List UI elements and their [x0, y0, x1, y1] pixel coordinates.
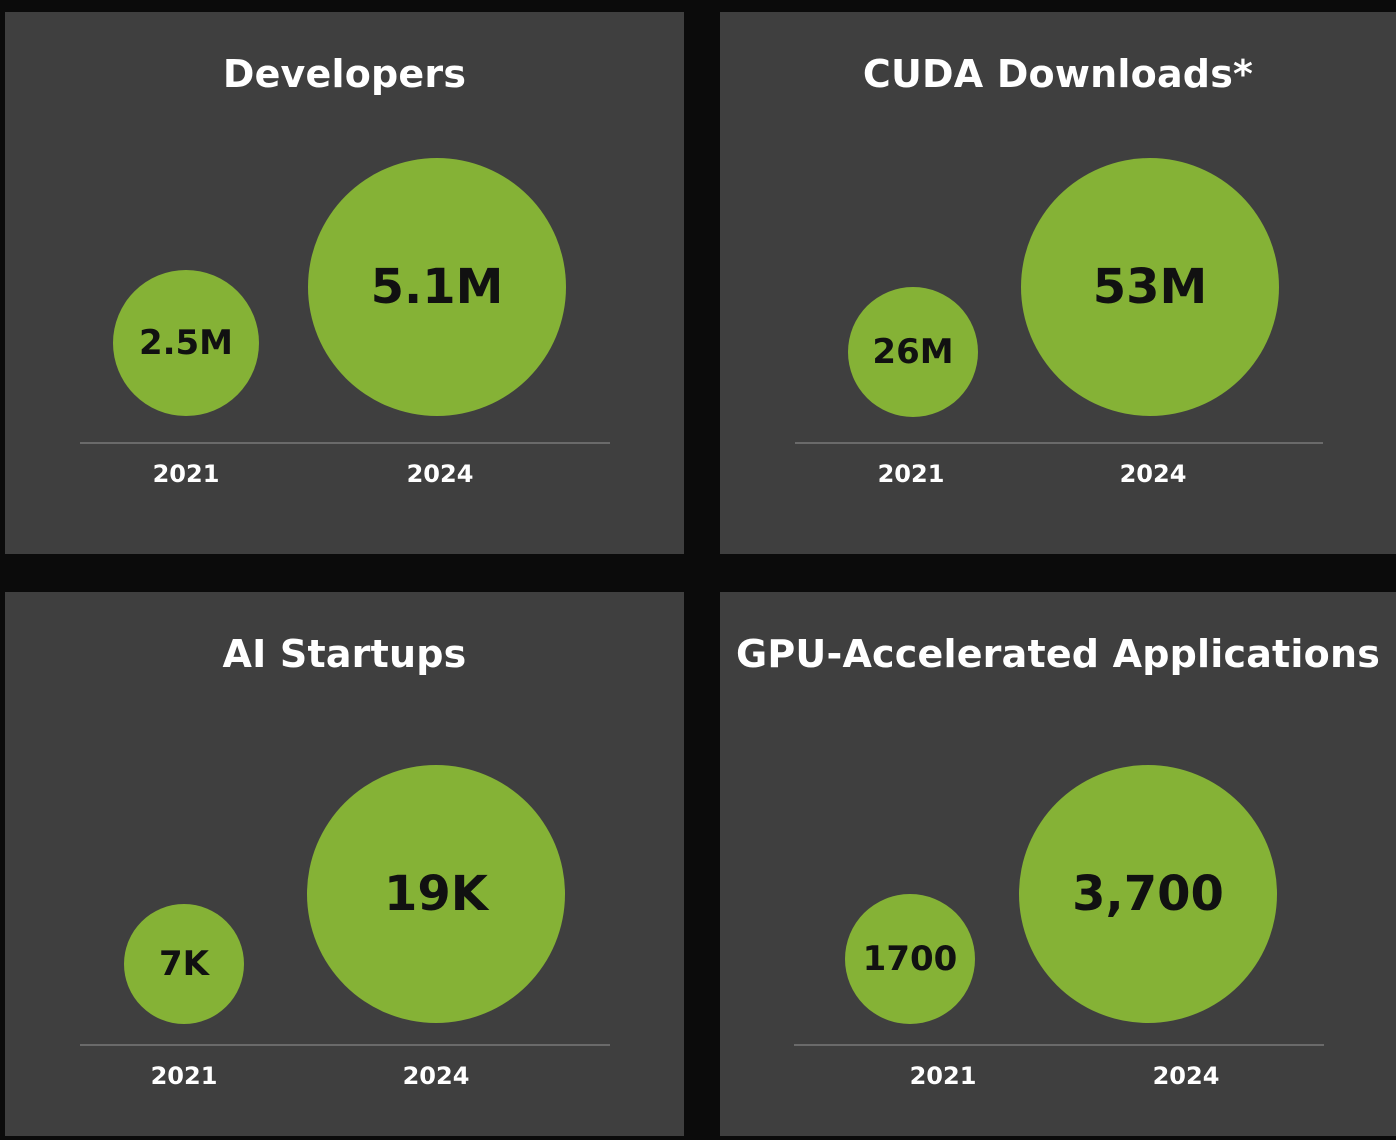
year-label-2021: 2021 [877, 460, 945, 488]
year-label-2021: 2021 [152, 460, 220, 488]
year-label-2021: 2021 [150, 1062, 218, 1090]
panel-title: AI Startups [222, 632, 467, 676]
data-label-2024: 19K [384, 866, 488, 922]
panel-title: CUDA Downloads* [862, 52, 1254, 96]
ai-startups-panel: AI Startups 7K 19K 2021 2024 [5, 592, 684, 1136]
year-label-2024: 2024 [402, 1062, 470, 1090]
year-label-2021: 2021 [909, 1062, 977, 1090]
gpu-accelerated-applications-panel: GPU-Accelerated Applications 1700 3,700 … [720, 592, 1396, 1136]
data-label-2021: 26M [872, 332, 954, 372]
chart-baseline [795, 442, 1323, 444]
data-label-2021: 1700 [862, 939, 958, 979]
year-label-2024: 2024 [1119, 460, 1187, 488]
year-label-2024: 2024 [406, 460, 474, 488]
data-label-2024: 3,700 [1072, 866, 1224, 922]
cuda-downloads-panel: CUDA Downloads* 26M 53M 2021 2024 [720, 12, 1396, 554]
developers-panel: Developers 2.5M 5.1M 2021 2024 [5, 12, 684, 554]
chart-baseline [80, 442, 610, 444]
chart-baseline [794, 1044, 1324, 1046]
year-label-2024: 2024 [1152, 1062, 1220, 1090]
panel-title: GPU-Accelerated Applications [735, 632, 1381, 676]
panel-title: Developers [222, 52, 467, 96]
chart-baseline [80, 1044, 610, 1046]
bubble-2021: 1700 [845, 894, 975, 1024]
data-label-2024: 53M [1092, 259, 1208, 315]
bubble-2021: 7K [124, 904, 244, 1024]
data-label-2021: 7K [158, 944, 209, 984]
data-label-2021: 2.5M [138, 323, 234, 363]
bubble-2024: 19K [307, 765, 565, 1023]
bubble-2021: 2.5M [113, 270, 259, 416]
data-label-2024: 5.1M [370, 259, 504, 315]
bubble-2024: 53M [1021, 158, 1279, 416]
bubble-2024: 5.1M [308, 158, 566, 416]
bubble-2021: 26M [848, 287, 978, 417]
bubble-2024: 3,700 [1019, 765, 1277, 1023]
